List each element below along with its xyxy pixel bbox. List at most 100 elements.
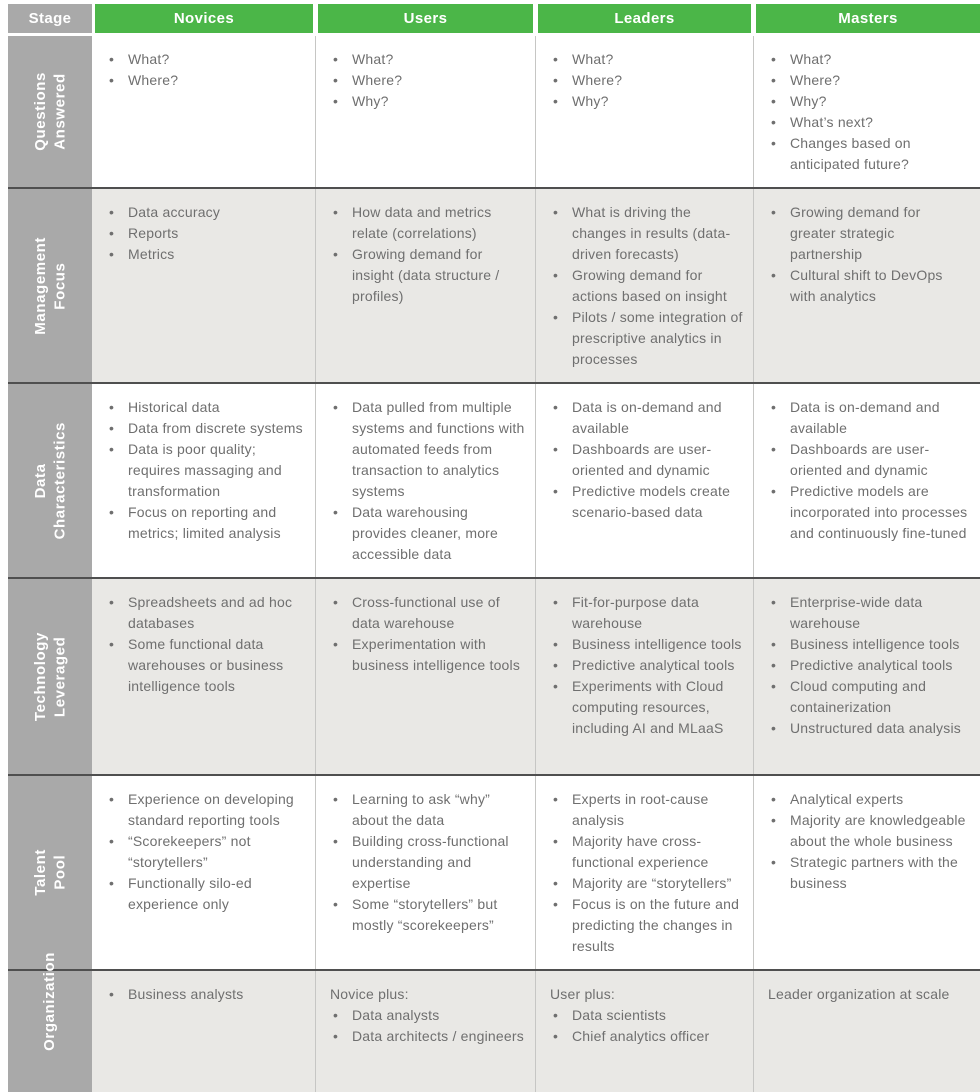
bullet-item: Enterprise-wide data warehouse: [768, 592, 970, 634]
bullet-item: Building cross-functional understanding …: [330, 831, 525, 894]
row-label-management-focus: Management Focus: [8, 189, 92, 382]
cell-questions-answered-users: What?Where?Why?: [315, 36, 535, 187]
cell-data-characteristics-users: Data pulled from multiple systems and fu…: [315, 384, 535, 577]
cell-talent-pool-masters: Analytical expertsMajority are knowledge…: [753, 776, 980, 969]
cell-technology-leveraged-novices: Spreadsheets and ad hoc databasesSome fu…: [92, 579, 315, 774]
bullet-item: Predictive analytical tools: [768, 655, 970, 676]
row-label-data-characteristics: Data Characteristics: [8, 384, 92, 577]
cell-lead-text: User plus:: [550, 986, 616, 1002]
bullet-item: Data accuracy: [106, 202, 305, 223]
bullet-item: Focus is on the future and predicting th…: [550, 894, 743, 957]
cell-organization-leaders: User plus: Data scientistsChief analytics…: [535, 971, 753, 1092]
cell-lead-text: Novice plus:: [330, 986, 409, 1002]
table-row-talent-pool: Talent Pool Experience on developing stan…: [8, 774, 980, 969]
bullet-item: Experimentation with business intelligen…: [330, 634, 525, 676]
stage-header-label: Stage: [8, 4, 92, 33]
table-row-management-focus: Management Focus Data accuracyReportsMetr…: [8, 187, 980, 382]
bullet-item: How data and metrics relate (correlation…: [330, 202, 525, 244]
bullet-item: Why?: [768, 91, 970, 112]
bullet-item: Spreadsheets and ad hoc databases: [106, 592, 305, 634]
bullet-item: Data pulled from multiple systems and fu…: [330, 397, 525, 502]
column-header-label: Users: [318, 4, 533, 33]
bullet-item: Business intelligence tools: [550, 634, 743, 655]
table-row-data-characteristics: Data CharacteristicsHistorical dataData …: [8, 382, 980, 577]
bullet-item: Data scientists: [550, 1005, 743, 1026]
table-row-technology-leveraged: Technology Leveraged Spreadsheets and ad …: [8, 577, 980, 774]
cell-data-characteristics-leaders: Data is on-demand and availableDashboard…: [535, 384, 753, 577]
bullet-item: Pilots / some integration of prescriptiv…: [550, 307, 743, 370]
column-header-masters: Masters: [753, 4, 980, 33]
bullet-item: Data is on-demand and available: [768, 397, 970, 439]
bullet-item: Some “storytellers” but mostly “scorekee…: [330, 894, 525, 936]
header-row: Stage Novices Users Leaders Masters: [8, 4, 980, 33]
bullet-item: Changes based on anticipated future?: [768, 133, 970, 175]
bullet-item: Business analysts: [106, 984, 305, 1005]
row-label-text: Talent Pool: [31, 849, 69, 896]
row-label-questions-answered: Questions Answered: [8, 36, 92, 187]
column-header-leaders: Leaders: [535, 4, 753, 33]
cell-technology-leveraged-users: Cross-functional use of data warehouseEx…: [315, 579, 535, 774]
row-label-text: Questions Answered: [31, 72, 69, 151]
cell-talent-pool-novices: Experience on developing standard report…: [92, 776, 315, 969]
cell-management-focus-users: How data and metrics relate (correlation…: [315, 189, 535, 382]
column-header-novices: Novices: [92, 4, 315, 33]
bullet-item: Why?: [550, 91, 743, 112]
bullet-item: Experiments with Cloud computing resourc…: [550, 676, 743, 739]
page: Stage Novices Users Leaders Masters Questions…: [0, 0, 980, 1026]
cell-talent-pool-users: Learning to ask “why” about the dataBuil…: [315, 776, 535, 969]
bullet-item: Majority are knowledgeable about the who…: [768, 810, 970, 852]
cell-management-focus-novices: Data accuracyReportsMetrics: [92, 189, 315, 382]
bullet-item: Majority have cross-functional experienc…: [550, 831, 743, 873]
column-header-label: Masters: [756, 4, 980, 33]
cell-management-focus-masters: Growing demand for greater strategic par…: [753, 189, 980, 382]
maturity-table: Stage Novices Users Leaders Masters Questions…: [8, 4, 980, 1092]
stage-header-cell: Stage: [8, 4, 92, 33]
bullet-item: What?: [106, 49, 305, 70]
cell-lead-text: Leader organization at scale: [768, 986, 950, 1002]
row-label-text: Data Characteristics: [31, 421, 69, 540]
cell-questions-answered-leaders: What?Where?Why?: [535, 36, 753, 187]
bullet-item: Where?: [768, 70, 970, 91]
cell-management-focus-leaders: What is driving the changes in results (…: [535, 189, 753, 382]
cell-organization-masters: Leader organization at scale: [753, 971, 980, 1092]
bullet-item: Historical data: [106, 397, 305, 418]
bullet-item: Growing demand for actions based on insi…: [550, 265, 743, 307]
bullet-item: Fit-for-purpose data warehouse: [550, 592, 743, 634]
cell-questions-answered-masters: What?Where?Why?What’s next?Changes based…: [753, 36, 980, 187]
bullet-item: Cloud computing and containerization: [768, 676, 970, 718]
bullet-item: Reports: [106, 223, 305, 244]
bullet-item: Majority are “storytellers”: [550, 873, 743, 894]
bullet-item: Data is on-demand and available: [550, 397, 743, 439]
bullet-item: Where?: [106, 70, 305, 91]
bullet-item: Data warehousing provides cleaner, more …: [330, 502, 525, 565]
row-label-text: Technology Leveraged: [31, 631, 69, 722]
bullet-item: Growing demand for greater strategic par…: [768, 202, 970, 265]
bullet-item: Dashboards are user-oriented and dynamic: [550, 439, 743, 481]
bullet-item: What’s next?: [768, 112, 970, 133]
bullet-item: What?: [550, 49, 743, 70]
bullet-item: Data from discrete systems: [106, 418, 305, 439]
bullet-item: Focus on reporting and metrics; limited …: [106, 502, 305, 544]
bullet-item: Some functional data warehouses or busin…: [106, 634, 305, 697]
row-label-technology-leveraged: Technology Leveraged: [8, 579, 92, 774]
bullet-item: What?: [768, 49, 970, 70]
bullet-item: Strategic partners with the business: [768, 852, 970, 894]
cell-technology-leveraged-masters: Enterprise-wide data warehouseBusiness i…: [753, 579, 980, 774]
cell-talent-pool-leaders: Experts in root-cause analysisMajority h…: [535, 776, 753, 969]
bullet-item: Where?: [330, 70, 525, 91]
bullet-item: Data analysts: [330, 1005, 525, 1026]
bullet-item: “Scorekeepers” not “storytellers”: [106, 831, 305, 873]
cell-organization-users: Novice plus: Data analystsData architects…: [315, 971, 535, 1092]
bullet-item: What?: [330, 49, 525, 70]
table-row-organization: Organization Business analysts Novice plus…: [8, 952, 980, 1092]
bullet-item: Dashboards are user-oriented and dynamic: [768, 439, 970, 481]
cell-technology-leveraged-leaders: Fit-for-purpose data warehouseBusiness i…: [535, 579, 753, 774]
bullet-item: Chief analytics officer: [550, 1026, 743, 1047]
row-label-talent-pool: Talent Pool: [8, 776, 92, 969]
column-header-label: Novices: [95, 4, 313, 33]
cell-questions-answered-novices: What?Where?: [92, 36, 315, 187]
bullet-item: Cultural shift to DevOps with analytics: [768, 265, 970, 307]
column-header-users: Users: [315, 4, 535, 33]
bullet-item: Where?: [550, 70, 743, 91]
bullet-item: Cross-functional use of data warehouse: [330, 592, 525, 634]
